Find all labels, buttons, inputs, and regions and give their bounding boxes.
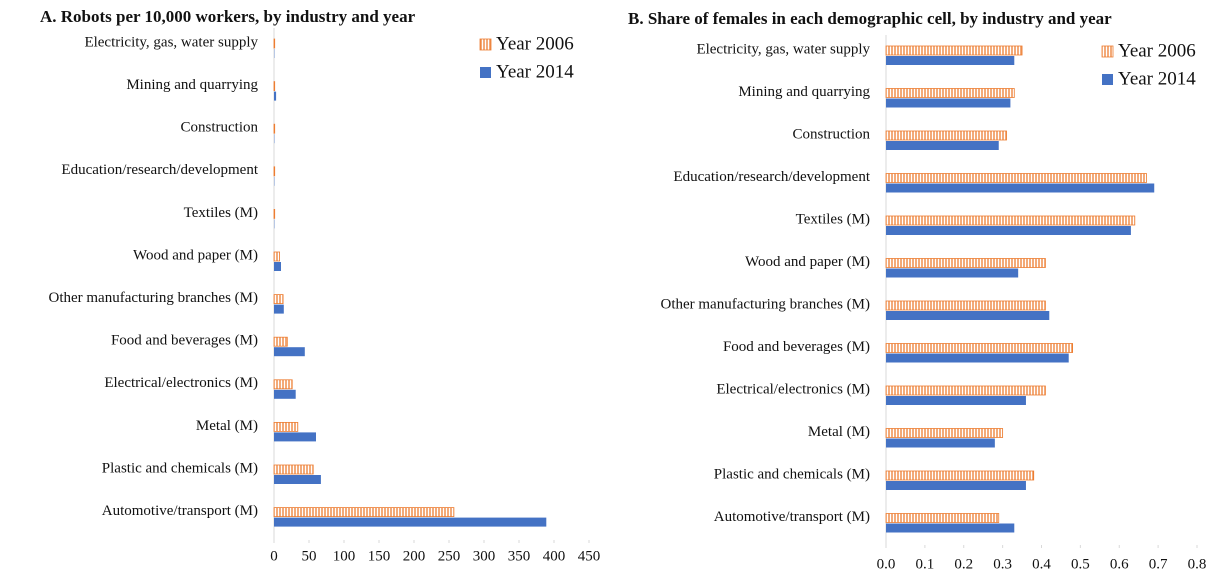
bar (273, 81, 276, 91)
y-tick-label: Electrical/electronics (M) (716, 381, 870, 397)
y-tick-label: Textiles (M) (184, 205, 258, 221)
x-tick-label: 400 (543, 548, 566, 564)
x-tick-label: 0.6 (1110, 556, 1129, 572)
bar (886, 396, 1026, 405)
bar (886, 353, 1069, 363)
bar (273, 464, 314, 475)
x-tick-label: 0.2 (954, 556, 973, 572)
x-tick-label: 200 (403, 548, 426, 564)
x-tick-label: 0.8 (1188, 556, 1207, 572)
bar (274, 91, 277, 101)
y-tick-label: Food and beverages (M) (111, 333, 258, 349)
legend-label: Year 2014 (1118, 68, 1196, 89)
legend-swatch (479, 38, 492, 51)
y-tick-label: Automotive/transport (M) (714, 509, 870, 525)
bar (885, 343, 1074, 353)
bar (886, 481, 1026, 490)
y-tick-label: Mining and quarrying (126, 77, 258, 93)
bar (886, 268, 1019, 278)
y-tick-label: Mining and quarrying (738, 84, 870, 100)
bar (886, 523, 1015, 533)
bar (886, 226, 1131, 235)
bar (274, 389, 296, 399)
bar (273, 421, 299, 432)
legend-label: Year 2006 (496, 33, 574, 54)
bar (273, 166, 276, 177)
x-tick-label: 250 (438, 548, 461, 564)
y-tick-label: Wood and paper (M) (745, 254, 870, 270)
x-tick-label: 0.0 (877, 556, 896, 572)
x-tick-label: 100 (333, 548, 356, 564)
bar (885, 130, 1007, 141)
x-tick-label: 0.7 (1149, 556, 1168, 572)
y-tick-label: Electricity, gas, water supply (84, 34, 258, 50)
legend-swatch (1101, 45, 1114, 58)
bar (274, 517, 547, 527)
bar (274, 475, 321, 484)
bar (885, 173, 1147, 183)
x-tick-label: 350 (508, 548, 531, 564)
x-tick-label: 0.4 (1032, 556, 1051, 572)
y-tick-label: Construction (793, 126, 871, 142)
bar (885, 385, 1046, 396)
x-tick-label: 0.5 (1071, 556, 1090, 572)
y-tick-label: Education/research/development (673, 169, 870, 185)
bar (886, 141, 999, 150)
x-tick-label: 150 (368, 548, 391, 564)
y-tick-label: Metal (M) (196, 418, 258, 434)
y-tick-label: Textiles (M) (796, 211, 870, 227)
x-tick-label: 0.3 (993, 556, 1012, 572)
y-tick-label: Metal (M) (808, 424, 870, 440)
bar (273, 251, 280, 262)
legend-swatch (480, 67, 491, 78)
bar (885, 88, 1015, 98)
y-tick-label: Other manufacturing branches (M) (660, 296, 870, 312)
bar (274, 347, 305, 357)
bar (885, 470, 1035, 481)
bar (274, 432, 316, 442)
bar (273, 507, 455, 518)
bar (886, 311, 1050, 320)
legend-label: Year 2014 (496, 61, 574, 82)
y-tick-label: Food and beverages (M) (723, 339, 870, 355)
x-tick-label: 300 (473, 548, 496, 564)
x-tick-label: 450 (578, 548, 601, 564)
bar (273, 379, 293, 390)
bar (885, 428, 1004, 438)
bar (273, 336, 288, 347)
bar (273, 208, 276, 219)
legend-swatch (1102, 74, 1113, 85)
legend-label: Year 2006 (1118, 40, 1196, 61)
y-tick-label: Construction (181, 120, 259, 136)
y-tick-label: Electrical/electronics (M) (104, 375, 258, 391)
bar (886, 98, 1011, 108)
y-tick-label: Plastic and chemicals (M) (714, 466, 870, 482)
chart-title: B. Share of females in each demographic … (628, 9, 1112, 28)
bar (273, 38, 276, 49)
y-tick-label: Other manufacturing branches (M) (48, 290, 258, 306)
y-tick-label: Education/research/development (61, 162, 258, 178)
y-tick-label: Wood and paper (M) (133, 247, 258, 263)
bar (885, 300, 1046, 311)
y-tick-label: Plastic and chemicals (M) (102, 460, 258, 476)
bar (885, 45, 1023, 56)
bar (885, 215, 1136, 226)
x-tick-label: 0.1 (916, 556, 935, 572)
bar (274, 262, 281, 271)
bar (274, 304, 284, 314)
y-tick-label: Electricity, gas, water supply (696, 41, 870, 57)
bar (886, 56, 1015, 65)
x-tick-label: 50 (302, 548, 317, 564)
x-tick-label: 0 (270, 548, 278, 564)
bar (885, 258, 1046, 268)
bar (886, 438, 995, 448)
bar (273, 123, 276, 134)
y-tick-label: Automotive/transport (M) (102, 503, 258, 519)
bar (885, 513, 1000, 523)
bar (273, 294, 284, 305)
chart-title: A. Robots per 10,000 workers, by industr… (40, 7, 416, 26)
bar (886, 183, 1155, 193)
